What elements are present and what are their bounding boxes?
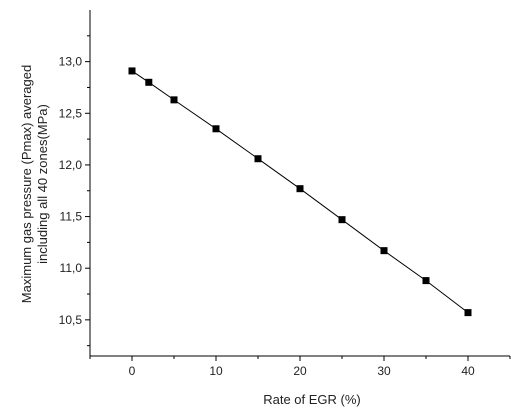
x-axis-title: Rate of EGR (%) — [263, 392, 361, 407]
x-tick-label: 40 — [461, 364, 475, 378]
data-point — [338, 216, 346, 224]
series-line — [131, 70, 469, 313]
x-tick-label: 20 — [293, 364, 307, 378]
data-point — [380, 247, 388, 255]
y-tick-label: 13,0 — [59, 55, 83, 69]
data-point — [422, 277, 430, 285]
data-point — [254, 155, 262, 163]
chart-series — [128, 67, 472, 317]
y-axis-title-line-1: Maximum gas pressure (Pmax) averaged — [19, 65, 34, 303]
data-point — [128, 67, 136, 75]
x-tick-label: 30 — [377, 364, 391, 378]
chart-axes — [89, 10, 510, 357]
x-tick-label: 10 — [209, 364, 223, 378]
data-point — [145, 78, 153, 86]
chart-ticks: 0 10 20 30 40 10,5 11,0 11,5 12,0 12,5 13,0 — [59, 35, 511, 378]
data-point — [296, 185, 304, 193]
data-point — [170, 96, 178, 104]
y-tick-label: 11,0 — [60, 261, 83, 275]
y-tick-label: 12,5 — [59, 106, 83, 120]
y-tick-label: 10,5 — [59, 313, 83, 327]
data-point — [464, 309, 472, 317]
y-axis-title: Maximum gas pressure (Pmax) averaged inc… — [19, 65, 50, 303]
x-tick-label: 0 — [129, 364, 136, 378]
data-point — [212, 125, 220, 133]
y-tick-label: 11,5 — [60, 210, 83, 224]
y-tick-label: 12,0 — [59, 158, 83, 172]
y-axis-title-line-2: including all 40 zones(MPa) — [35, 104, 50, 264]
